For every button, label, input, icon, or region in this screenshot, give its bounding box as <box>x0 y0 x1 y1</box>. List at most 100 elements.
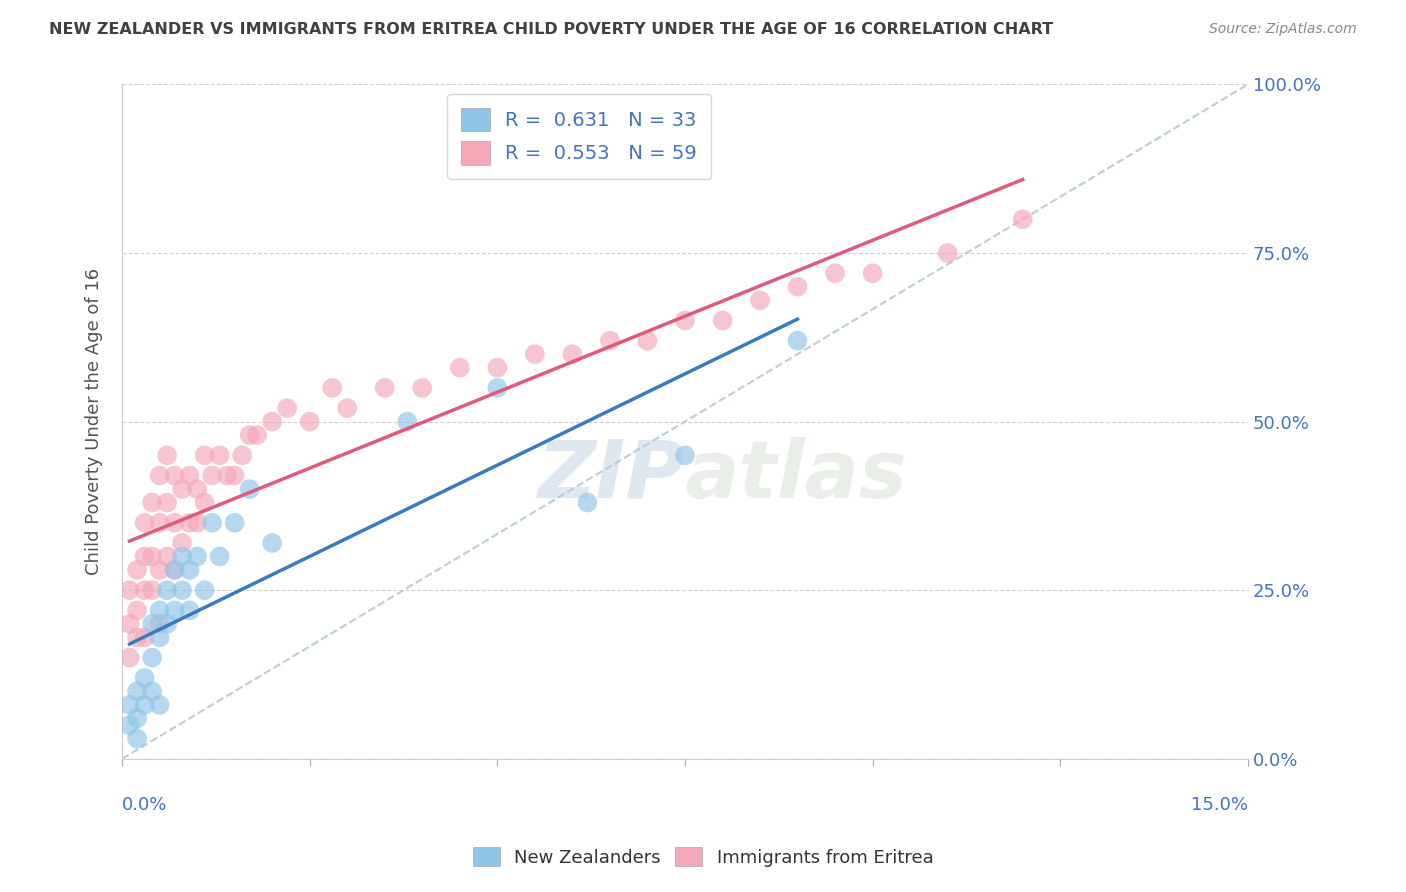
Point <box>125 631 148 645</box>
Point <box>141 583 163 598</box>
Point <box>148 631 170 645</box>
Point <box>411 381 433 395</box>
Point <box>523 347 546 361</box>
Point <box>163 603 186 617</box>
Point <box>163 563 186 577</box>
Point <box>336 401 359 416</box>
Point <box>156 549 179 564</box>
Point <box>262 415 284 429</box>
Legend: New Zealanders, Immigrants from Eritrea: New Zealanders, Immigrants from Eritrea <box>465 840 941 874</box>
Point <box>217 468 239 483</box>
Point <box>163 563 186 577</box>
Legend: R =  0.631   N = 33, R =  0.553   N = 59: R = 0.631 N = 33, R = 0.553 N = 59 <box>447 95 710 178</box>
Point <box>156 495 179 509</box>
Text: Source: ZipAtlas.com: Source: ZipAtlas.com <box>1209 22 1357 37</box>
Point <box>208 448 231 462</box>
Point <box>134 671 156 685</box>
Point <box>141 549 163 564</box>
Point <box>125 603 148 617</box>
Point <box>179 603 201 617</box>
Point <box>148 468 170 483</box>
Point <box>186 482 208 496</box>
Point <box>186 549 208 564</box>
Point <box>134 698 156 712</box>
Point <box>125 563 148 577</box>
Point <box>239 428 262 442</box>
Point <box>148 616 170 631</box>
Point <box>118 583 141 598</box>
Point <box>673 448 696 462</box>
Point <box>172 482 194 496</box>
Point <box>156 448 179 462</box>
Point <box>125 711 148 725</box>
Point <box>208 549 231 564</box>
Point <box>862 266 884 280</box>
Text: atlas: atlas <box>685 436 908 515</box>
Point <box>148 698 170 712</box>
Point <box>201 468 224 483</box>
Point <box>396 415 419 429</box>
Point <box>561 347 583 361</box>
Point <box>262 536 284 550</box>
Point <box>231 448 253 462</box>
Point <box>179 516 201 530</box>
Point <box>224 468 246 483</box>
Point <box>194 448 217 462</box>
Point <box>141 495 163 509</box>
Point <box>118 616 141 631</box>
Point <box>239 482 262 496</box>
Text: ZIP: ZIP <box>537 436 685 515</box>
Point <box>194 583 217 598</box>
Point <box>148 603 170 617</box>
Text: 15.0%: 15.0% <box>1191 796 1249 814</box>
Point <box>1011 212 1033 227</box>
Point <box>224 516 246 530</box>
Point <box>936 246 959 260</box>
Text: 0.0%: 0.0% <box>122 796 167 814</box>
Point <box>141 616 163 631</box>
Point <box>125 684 148 698</box>
Point <box>246 428 269 442</box>
Point <box>711 313 734 327</box>
Point <box>163 468 186 483</box>
Point <box>636 334 658 348</box>
Point <box>179 468 201 483</box>
Point <box>201 516 224 530</box>
Point <box>749 293 772 308</box>
Point <box>134 583 156 598</box>
Point <box>118 698 141 712</box>
Point <box>374 381 396 395</box>
Point <box>786 334 808 348</box>
Point <box>172 583 194 598</box>
Point <box>321 381 343 395</box>
Point <box>134 549 156 564</box>
Point <box>486 381 509 395</box>
Point <box>486 360 509 375</box>
Point <box>134 516 156 530</box>
Point <box>298 415 321 429</box>
Point <box>148 516 170 530</box>
Point <box>673 313 696 327</box>
Point <box>134 631 156 645</box>
Text: NEW ZEALANDER VS IMMIGRANTS FROM ERITREA CHILD POVERTY UNDER THE AGE OF 16 CORRE: NEW ZEALANDER VS IMMIGRANTS FROM ERITREA… <box>49 22 1053 37</box>
Point <box>186 516 208 530</box>
Point <box>194 495 217 509</box>
Point <box>156 583 179 598</box>
Point <box>786 279 808 293</box>
Point <box>141 684 163 698</box>
Point <box>449 360 471 375</box>
Point <box>156 616 179 631</box>
Y-axis label: Child Poverty Under the Age of 16: Child Poverty Under the Age of 16 <box>86 268 103 575</box>
Point <box>118 650 141 665</box>
Point <box>148 563 170 577</box>
Point <box>824 266 846 280</box>
Point <box>118 718 141 732</box>
Point <box>172 549 194 564</box>
Point <box>125 731 148 746</box>
Point <box>141 650 163 665</box>
Point <box>276 401 298 416</box>
Point <box>172 536 194 550</box>
Point <box>163 516 186 530</box>
Point <box>576 495 599 509</box>
Point <box>179 563 201 577</box>
